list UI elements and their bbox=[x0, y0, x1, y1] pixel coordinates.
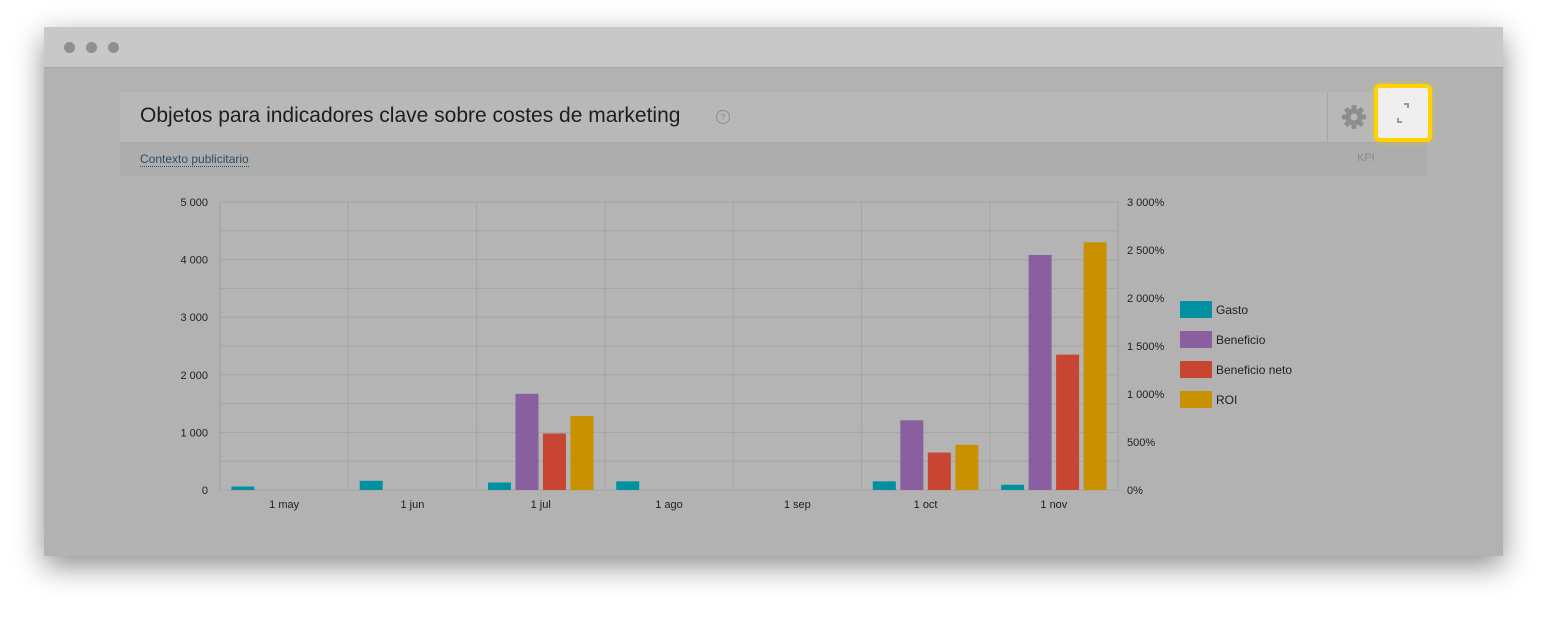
y-left-tick-label: 5 000 bbox=[180, 197, 208, 209]
settings-button[interactable] bbox=[1327, 92, 1378, 142]
window-dot-icon bbox=[108, 42, 119, 53]
help-icon[interactable]: ? bbox=[716, 110, 730, 124]
panel-header: Objetos para indicadores clave sobre cos… bbox=[120, 92, 1427, 143]
x-tick-label: 1 jul bbox=[531, 499, 551, 511]
x-tick-label: 1 sep bbox=[784, 499, 811, 511]
y-right-tick-label: 1 000% bbox=[1127, 389, 1165, 401]
chart-bar bbox=[1056, 354, 1080, 490]
window-dot-icon bbox=[86, 42, 97, 53]
y-left-tick-label: 3 000 bbox=[180, 312, 208, 324]
chart-bar bbox=[616, 481, 640, 490]
browser-window: Objetos para indicadores clave sobre cos… bbox=[44, 27, 1503, 556]
chart-bar bbox=[487, 482, 511, 490]
chart-bar bbox=[1083, 242, 1107, 490]
y-left-tick-label: 1 000 bbox=[180, 427, 208, 439]
context-link[interactable]: Contexto publicitario bbox=[140, 152, 249, 167]
chart-bar bbox=[872, 481, 896, 490]
chart-bar bbox=[570, 416, 594, 490]
chart-bar bbox=[231, 486, 255, 490]
y-right-tick-label: 1 500% bbox=[1127, 341, 1165, 353]
chart-bar bbox=[1028, 254, 1052, 490]
legend-label: ROI bbox=[1216, 393, 1237, 407]
chart-bar bbox=[515, 393, 539, 490]
legend-swatch bbox=[1180, 331, 1212, 348]
y-right-tick-label: 2 000% bbox=[1127, 293, 1165, 305]
kpi-panel: Objetos para indicadores clave sobre cos… bbox=[120, 92, 1427, 534]
legend-label: Beneficio bbox=[1216, 333, 1266, 347]
kpi-label: KPI bbox=[1357, 152, 1375, 164]
x-tick-label: 1 oct bbox=[914, 499, 938, 511]
chart-container: 0 1 000 2 000 3 000 4 000 5 000 0% 500% 1 000% 1 … bbox=[120, 176, 1427, 534]
legend-swatch bbox=[1180, 361, 1212, 378]
x-tick-label: 1 ago bbox=[655, 499, 683, 511]
chart-bar bbox=[542, 433, 566, 490]
chart-bar bbox=[927, 452, 951, 490]
x-tick-label: 1 nov bbox=[1040, 499, 1067, 511]
legend-swatch bbox=[1180, 391, 1212, 408]
y-right-tick-label: 500% bbox=[1127, 437, 1155, 449]
legend-label: Gasto bbox=[1216, 303, 1248, 317]
legend-swatch bbox=[1180, 301, 1212, 318]
y-left-tick-label: 2 000 bbox=[180, 370, 208, 382]
page-title: Objetos para indicadores clave sobre cos… bbox=[140, 104, 681, 127]
y-left-tick-label: 0 bbox=[202, 485, 208, 497]
y-left-tick-label: 4 000 bbox=[180, 255, 208, 267]
chart-bar bbox=[359, 480, 383, 490]
chart-bar bbox=[955, 444, 979, 490]
gear-icon bbox=[1342, 105, 1366, 129]
chart-bar bbox=[1001, 484, 1025, 490]
expand-icon bbox=[1397, 103, 1409, 123]
window-titlebar bbox=[44, 27, 1503, 68]
expand-button[interactable] bbox=[1374, 84, 1432, 142]
legend-label: Beneficio neto bbox=[1216, 363, 1292, 377]
x-tick-label: 1 may bbox=[269, 499, 299, 511]
window-dot-icon bbox=[64, 42, 75, 53]
y-right-tick-label: 3 000% bbox=[1127, 197, 1165, 209]
kpi-bar-chart: 0 1 000 2 000 3 000 4 000 5 000 0% 500% 1 000% 1 … bbox=[180, 197, 1292, 511]
chart-bar bbox=[900, 420, 924, 490]
y-right-tick-label: 0% bbox=[1127, 485, 1143, 497]
x-tick-label: 1 jun bbox=[400, 499, 424, 511]
y-right-tick-label: 2 500% bbox=[1127, 245, 1165, 257]
context-bar: Contexto publicitario bbox=[120, 143, 1427, 176]
